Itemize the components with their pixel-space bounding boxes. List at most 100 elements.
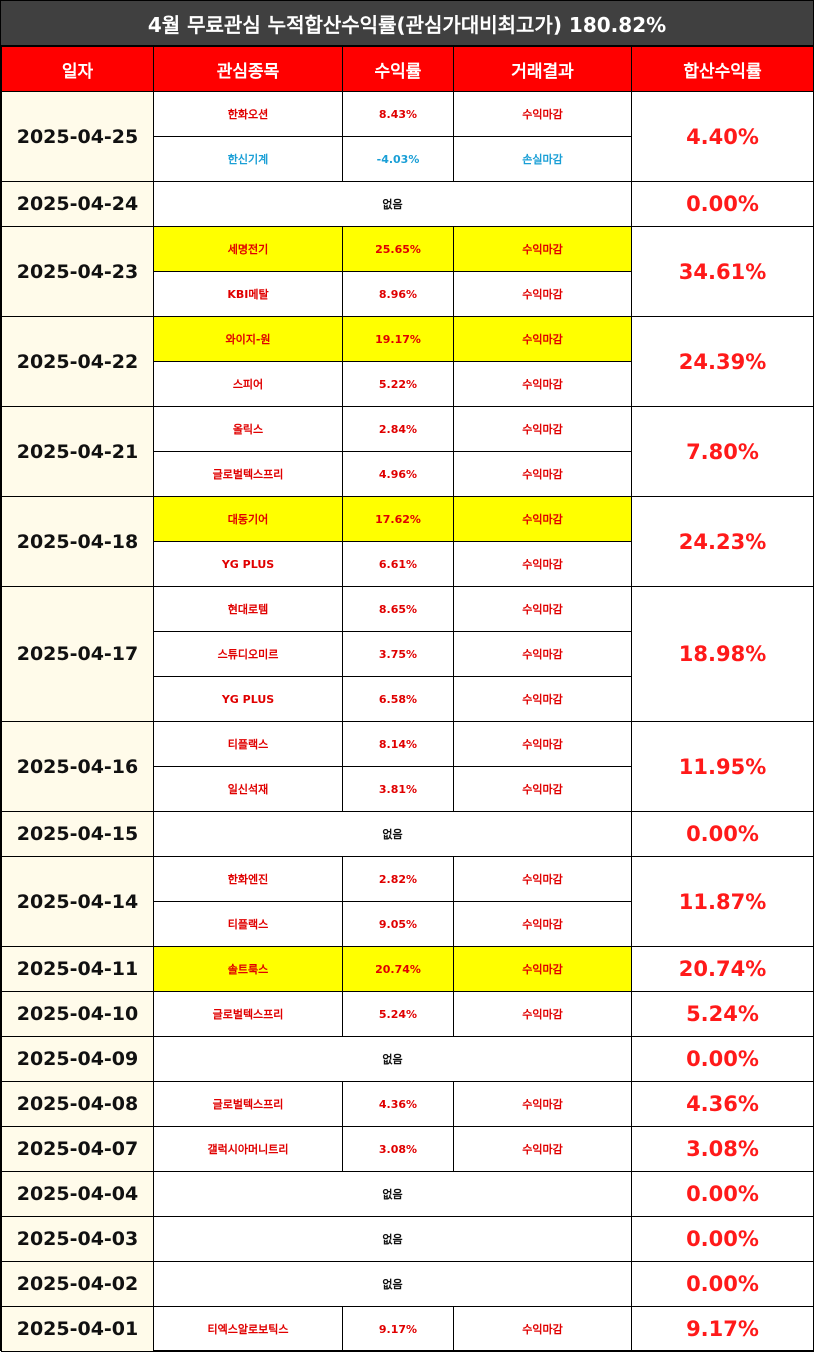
stock-name-cell: 티엑스알로보틱스 bbox=[153, 1306, 343, 1352]
rate-cell: 8.43% bbox=[342, 91, 454, 137]
rate-cell: 6.61% bbox=[342, 541, 454, 587]
rate-cell: 8.96% bbox=[342, 271, 454, 317]
result-cell: 수익마감 bbox=[453, 451, 632, 497]
table-row: 2025-04-04 없음 0.00% bbox=[1, 1171, 814, 1217]
result-cell: 수익마감 bbox=[453, 361, 632, 407]
rate-cell: 2.82% bbox=[342, 856, 454, 902]
rate-cell: 5.24% bbox=[342, 991, 454, 1037]
rate-cell: 9.05% bbox=[342, 901, 454, 947]
date-cell: 2025-04-25 bbox=[1, 91, 154, 182]
table-row: 글로벌텍스프리 4.96% 수익마감 bbox=[2, 451, 814, 497]
date-cell: 2025-04-08 bbox=[1, 1081, 154, 1127]
rate-cell: 17.62% bbox=[342, 496, 454, 542]
rate-cell: 3.81% bbox=[342, 766, 454, 812]
header-row: 일자 관심종목 수익률 거래결과 합산수익률 bbox=[1, 46, 814, 92]
result-cell: 수익마감 bbox=[453, 91, 632, 137]
result-cell: 수익마감 bbox=[453, 226, 632, 272]
table-row: 2025-04-09 없음 0.00% bbox=[1, 1036, 814, 1082]
rate-cell: 8.65% bbox=[342, 586, 454, 632]
date-cell: 2025-04-07 bbox=[1, 1126, 154, 1172]
date-cell: 2025-04-01 bbox=[1, 1306, 154, 1352]
total-cell: 24.39% bbox=[631, 316, 814, 407]
result-cell: 수익마감 bbox=[453, 991, 632, 1037]
no-pick-cell: 없음 bbox=[153, 181, 632, 227]
result-cell: 수익마감 bbox=[453, 271, 632, 317]
table-row: 2025-04-16 티플랙스 8.14% 수익마감 11.95% bbox=[1, 721, 814, 812]
result-cell: 수익마감 bbox=[453, 586, 632, 632]
date-cell: 2025-04-15 bbox=[1, 811, 154, 857]
date-cell: 2025-04-16 bbox=[1, 721, 154, 812]
stock-name-cell: 세명전기 bbox=[153, 226, 343, 272]
result-cell: 수익마감 bbox=[453, 766, 632, 812]
total-cell: 18.98% bbox=[631, 586, 814, 722]
result-cell: 수익마감 bbox=[453, 541, 632, 587]
table-row: YG PLUS 6.61% 수익마감 bbox=[2, 541, 814, 587]
stock-name-cell: 한화오션 bbox=[153, 91, 343, 137]
rate-cell: 6.58% bbox=[342, 676, 454, 722]
table-body: 2025-04-25 한화오션 8.43% 수익마감 4.40% 한신기계 -4.03% 손실… bbox=[1, 91, 814, 1352]
stock-name-cell: 와이지-원 bbox=[153, 316, 343, 362]
rate-cell: 2.84% bbox=[342, 406, 454, 452]
rate-cell: 4.36% bbox=[342, 1081, 454, 1127]
stock-name-cell: 한화엔진 bbox=[153, 856, 343, 902]
date-cell: 2025-04-03 bbox=[1, 1216, 154, 1262]
date-cell: 2025-04-18 bbox=[1, 496, 154, 587]
table-row: 2025-04-25 한화오션 8.43% 수익마감 4.40% bbox=[1, 91, 814, 182]
table-row: 스피어 5.22% 수익마감 bbox=[2, 361, 814, 407]
result-cell: 수익마감 bbox=[453, 856, 632, 902]
returns-table: 일자 관심종목 수익률 거래결과 합산수익률 2025-04-25 한화오션 8.4… bbox=[1, 46, 814, 1352]
result-cell: 수익마감 bbox=[453, 946, 632, 992]
table-row: KBI메탈 8.96% 수익마감 bbox=[2, 271, 814, 317]
result-cell: 수익마감 bbox=[453, 1081, 632, 1127]
report-title: 4월 무료관심 누적합산수익률(관심가대비최고가) 180.82% bbox=[1, 1, 813, 46]
total-cell: 11.95% bbox=[631, 721, 814, 812]
total-cell: 0.00% bbox=[631, 1171, 814, 1217]
rate-cell: 19.17% bbox=[342, 316, 454, 362]
result-cell: 수익마감 bbox=[453, 901, 632, 947]
table-row: 티플랙스 9.05% 수익마감 bbox=[2, 901, 814, 947]
result-cell: 수익마감 bbox=[453, 631, 632, 677]
stock-name-cell: 현대로템 bbox=[153, 586, 343, 632]
total-cell: 0.00% bbox=[631, 1216, 814, 1262]
stock-name-cell: 한신기계 bbox=[153, 136, 343, 182]
stock-name-cell: 글로벌텍스프리 bbox=[153, 451, 343, 497]
table-row: 2025-04-11 솔트룩스 20.74% 수익마감 20.74% bbox=[1, 946, 814, 992]
stock-name-cell: YG PLUS bbox=[153, 541, 343, 587]
result-cell: 손실마감 bbox=[453, 136, 632, 182]
total-cell: 4.40% bbox=[631, 91, 814, 182]
rate-cell: 8.14% bbox=[342, 721, 454, 767]
date-cell: 2025-04-04 bbox=[1, 1171, 154, 1217]
table-row: 2025-04-21 올릭스 2.84% 수익마감 7.80% bbox=[1, 406, 814, 497]
total-cell: 0.00% bbox=[631, 1036, 814, 1082]
total-cell: 5.24% bbox=[631, 991, 814, 1037]
table-row: 2025-04-10 글로벌텍스프리 5.24% 수익마감 5.24% bbox=[1, 991, 814, 1037]
table-row: 한신기계 -4.03% 손실마감 bbox=[2, 136, 814, 182]
stock-name-cell: 스피어 bbox=[153, 361, 343, 407]
rate-cell: 9.17% bbox=[342, 1306, 454, 1352]
date-cell: 2025-04-24 bbox=[1, 181, 154, 227]
total-cell: 34.61% bbox=[631, 226, 814, 317]
result-cell: 수익마감 bbox=[453, 316, 632, 362]
stock-name-cell: 스튜디오미르 bbox=[153, 631, 343, 677]
table-row: 일신석재 3.81% 수익마감 bbox=[2, 766, 814, 812]
result-cell: 수익마감 bbox=[453, 676, 632, 722]
rate-cell: 20.74% bbox=[342, 946, 454, 992]
result-cell: 수익마감 bbox=[453, 721, 632, 767]
stock-name-cell: 글로벌텍스프리 bbox=[153, 991, 343, 1037]
result-cell: 수익마감 bbox=[453, 406, 632, 452]
table-row: 2025-04-18 대동기어 17.62% 수익마감 24.23% bbox=[1, 496, 814, 587]
rate-cell: 5.22% bbox=[342, 361, 454, 407]
date-cell: 2025-04-23 bbox=[1, 226, 154, 317]
date-cell: 2025-04-02 bbox=[1, 1261, 154, 1307]
rate-cell: 3.75% bbox=[342, 631, 454, 677]
date-cell: 2025-04-10 bbox=[1, 991, 154, 1037]
table-row: 2025-04-23 세명전기 25.65% 수익마감 34.61% bbox=[1, 226, 814, 317]
total-cell: 0.00% bbox=[631, 1261, 814, 1307]
stock-name-cell: 솔트룩스 bbox=[153, 946, 343, 992]
rate-cell: 4.96% bbox=[342, 451, 454, 497]
table-row: 2025-04-08 글로벌텍스프리 4.36% 수익마감 4.36% bbox=[1, 1081, 814, 1127]
total-cell: 11.87% bbox=[631, 856, 814, 947]
stock-name-cell: 대동기어 bbox=[153, 496, 343, 542]
date-cell: 2025-04-14 bbox=[1, 856, 154, 947]
